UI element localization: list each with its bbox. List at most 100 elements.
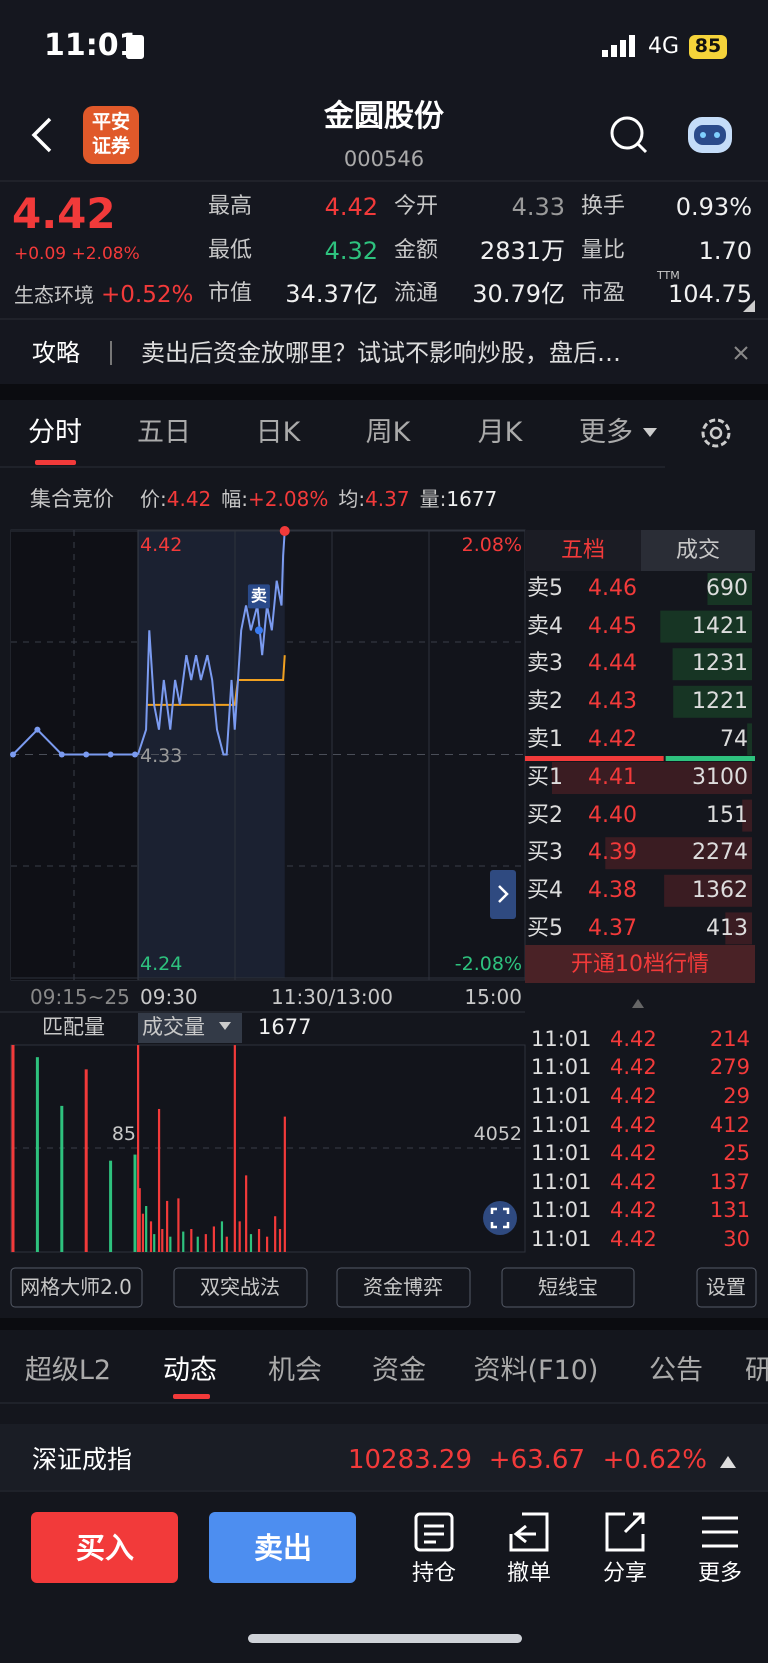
volume-bar	[278, 1229, 282, 1252]
book-level: 卖5	[527, 576, 563, 602]
index-toggle[interactable]	[720, 1456, 736, 1468]
volume-bar	[149, 1221, 153, 1252]
panel-toggle-arrow	[498, 885, 509, 903]
section-tab[interactable]: 公告	[649, 1355, 703, 1387]
trade-volume: 30	[723, 1227, 750, 1252]
chart-tab[interactable]: 分时	[28, 417, 82, 449]
depth-bar	[664, 874, 752, 907]
volume-bar	[212, 1226, 215, 1252]
back-button[interactable]	[31, 117, 52, 153]
buy-button[interactable]	[31, 1512, 178, 1583]
upgrade-button[interactable]	[525, 945, 755, 983]
section-tab[interactable]: 机会	[268, 1355, 322, 1387]
action-label[interactable]: 分享	[602, 1561, 648, 1587]
section-tab[interactable]: 超级L2	[24, 1355, 112, 1387]
info-value: 1677	[446, 487, 498, 511]
tool-label[interactable]: 网格大师2.0	[20, 1274, 132, 1299]
upgrade-label[interactable]: 开通10档行情	[571, 952, 709, 978]
action-label[interactable]: 更多	[697, 1561, 743, 1587]
section-tab[interactable]: 研	[745, 1355, 768, 1387]
book-volume: 1231	[692, 651, 748, 677]
section-tab[interactable]: 动态	[163, 1355, 217, 1387]
buy-label[interactable]: 买入	[75, 1530, 135, 1565]
assistant-eye	[700, 132, 706, 138]
book-volume: 1421	[692, 613, 748, 639]
dropdown-arrow	[219, 1022, 231, 1030]
book-price: 4.44	[588, 651, 637, 677]
trade-volume: 25	[723, 1141, 750, 1166]
section-tab[interactable]: 资料(F10)	[473, 1355, 599, 1387]
volume-bar	[249, 1234, 253, 1252]
volume-header[interactable]: 成交量	[142, 1014, 205, 1039]
info-item: 量:1677	[420, 485, 498, 513]
cancel-icon[interactable]	[509, 1512, 549, 1552]
book-price: 4.41	[588, 765, 637, 791]
depth-bar	[552, 762, 752, 794]
ttm-tag: TTM	[657, 269, 680, 283]
book-tab[interactable]	[641, 530, 755, 571]
chart-tab[interactable]: 五日	[137, 417, 191, 449]
tool-button[interactable]	[10, 1267, 143, 1308]
action-label[interactable]: 持仓	[411, 1561, 457, 1587]
volume-bar	[182, 1231, 185, 1252]
trade-time: 11:01	[531, 1198, 592, 1223]
volume-bar	[137, 1045, 140, 1252]
tool-label[interactable]: 设置	[706, 1274, 746, 1299]
search-handle	[636, 142, 648, 154]
trade-volume: 279	[709, 1055, 750, 1080]
volume-header: 1677	[258, 1014, 312, 1039]
book-tab-label[interactable]: 五档	[560, 538, 606, 564]
section-tab[interactable]: 资金	[372, 1355, 426, 1387]
chart-tab[interactable]: 月K	[477, 417, 523, 449]
tool-label[interactable]: 短线宝	[538, 1274, 598, 1299]
search-button[interactable]	[610, 116, 644, 150]
banner-text[interactable]: 卖出后资金放哪里？试试不影响炒股，盘后…	[141, 339, 621, 367]
stat-value: 1.70	[698, 237, 752, 265]
info-label: 价:	[140, 487, 167, 511]
trade-price: 4.42	[610, 1084, 657, 1109]
trade-time: 11:01	[531, 1055, 592, 1080]
share-icon[interactable]	[605, 1512, 645, 1552]
book-tab[interactable]	[525, 530, 641, 571]
expand-button[interactable]	[483, 1201, 517, 1235]
chart-tab[interactable]: 周K	[365, 417, 411, 449]
holdings-icon[interactable]	[414, 1512, 454, 1552]
last-price: 4.42	[12, 188, 116, 238]
tool-label[interactable]: 资金博弈	[363, 1274, 443, 1299]
x-tick-label: 15:00	[464, 984, 522, 1009]
book-volume: 2274	[692, 840, 748, 866]
depth-bar	[747, 723, 752, 756]
settings-button[interactable]	[701, 418, 731, 448]
book-tab-label[interactable]: 成交	[675, 538, 721, 564]
action-label[interactable]: 撤单	[506, 1561, 552, 1587]
book-level: 买5	[527, 915, 563, 941]
trade-price: 4.42	[610, 1112, 657, 1137]
chart-tab[interactable]: 更多	[579, 417, 633, 449]
clock: 11:01	[44, 28, 140, 64]
auction-point	[58, 751, 65, 758]
trade-price: 4.42	[610, 1169, 657, 1194]
stat-label: 最低	[208, 238, 253, 264]
trade-time: 11:01	[531, 1026, 592, 1051]
trade-price: 4.42	[610, 1198, 657, 1223]
tool-label[interactable]: 双突战法	[200, 1274, 280, 1299]
close-button	[734, 346, 748, 360]
more-icon[interactable]	[702, 1516, 738, 1548]
tool-button[interactable]	[696, 1267, 757, 1308]
depth-bar	[725, 912, 752, 945]
battery	[689, 35, 727, 59]
stat-value: 2831万	[479, 237, 565, 265]
y-tick-label: 4.24	[140, 953, 183, 976]
sell-label[interactable]: 卖出	[253, 1530, 313, 1565]
tool-button[interactable]	[501, 1267, 635, 1308]
book-price: 4.45	[588, 613, 637, 639]
sell-button[interactable]	[209, 1512, 356, 1583]
icon-detail	[424, 1524, 444, 1544]
volume-header: 匹配量	[42, 1014, 105, 1039]
tool-button[interactable]	[336, 1267, 471, 1308]
volume-bar	[274, 1216, 277, 1252]
chart-tab[interactable]: 日K	[255, 417, 301, 449]
tool-button[interactable]	[173, 1267, 308, 1308]
pct-label: 2.08%	[461, 534, 522, 557]
panel-toggle[interactable]	[490, 870, 516, 919]
